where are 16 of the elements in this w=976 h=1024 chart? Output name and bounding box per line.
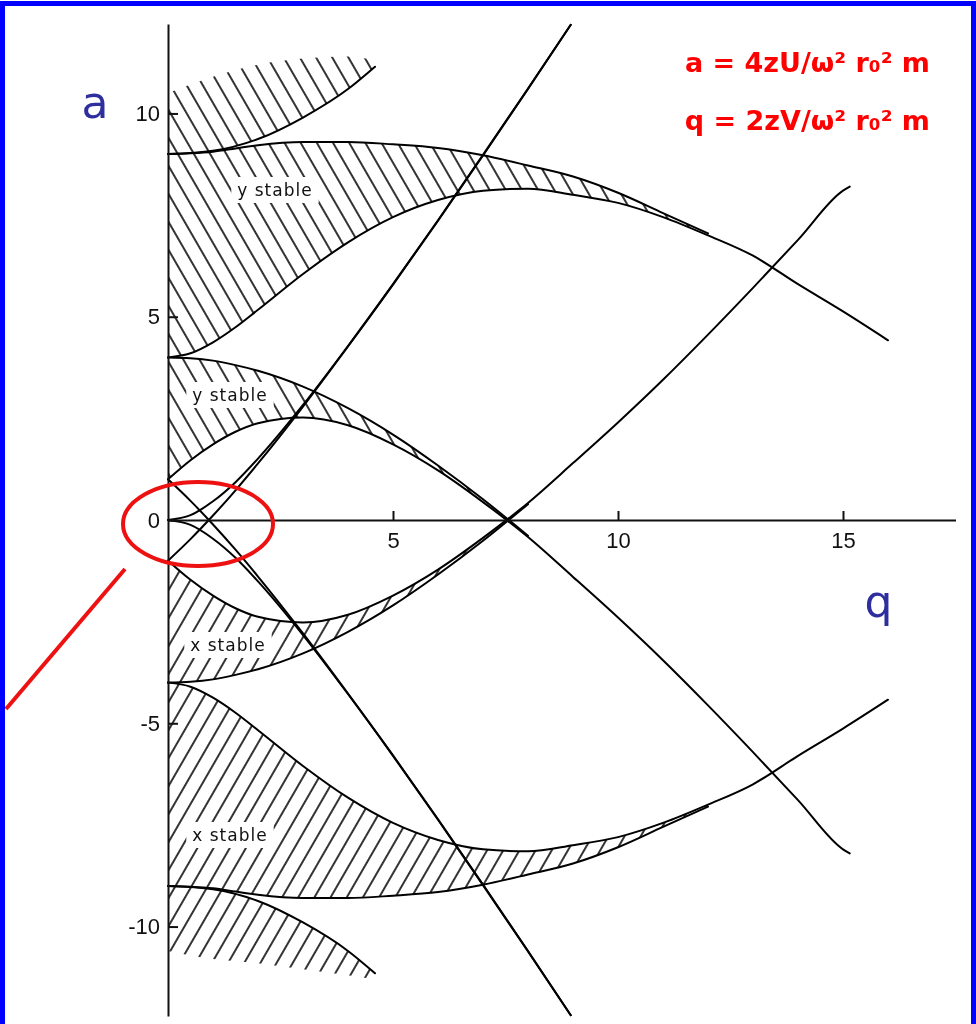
y-tick-label: -10 [128,914,160,940]
y-tick-label: -5 [140,710,160,736]
annotation: y stable [237,180,313,200]
annotation: x stable [192,825,268,845]
annotation: y stable [192,385,268,405]
y-axis-title: a [81,77,109,128]
annotation: a = 4zU/ω² r₀² m [684,47,930,78]
y-tick-label: 5 [147,304,160,330]
y-tick-label: 10 [135,100,160,126]
y-tick-label: 0 [147,507,160,533]
x-tick-label: 10 [606,527,631,553]
x-tick-label: 15 [831,527,856,553]
annotation: x stable [190,635,266,655]
x-tick-label: 5 [387,527,400,553]
annotation: q = 2zV/ω² r₀² m [684,105,930,136]
x-axis-title: q [864,576,893,627]
